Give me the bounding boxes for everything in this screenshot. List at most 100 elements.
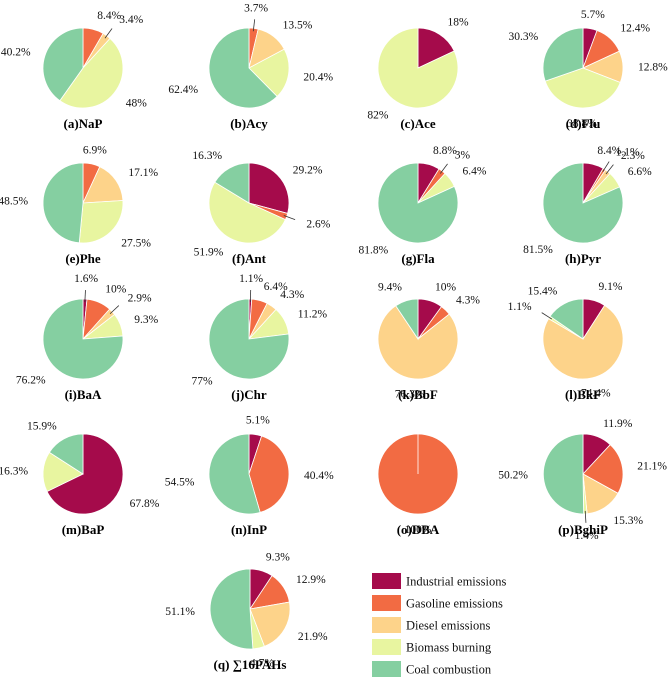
label-i-baa-diesel: 2.9% [128, 292, 152, 304]
label-j-chr-industrial: 1.1% [239, 273, 263, 285]
leader-b-acy-gasoline [252, 19, 256, 32]
slice-a-nap-coal [42, 27, 84, 102]
slice-p-bghip-gasoline [582, 444, 624, 494]
label-b-acy-diesel: 13.5% [283, 19, 313, 31]
caption-a-nap: (a)NaP [64, 116, 103, 131]
pie-c-ace: 18% 82% (c)Ace [367, 17, 469, 131]
label-q-16pahs-biomass: 4.7% [250, 658, 274, 670]
pie-j-chr: 1.1%6.4%4.3% 11.2% 77% (j)Chr [192, 273, 328, 402]
label-e-phe-biomass: 27.5% [121, 238, 151, 250]
slice-c-ace-biomass [377, 27, 459, 109]
leader-h-pyr-gasoline [602, 161, 610, 172]
pie-a-nap: 8.4%3.4% 48% 40.2% (a)NaP [1, 10, 147, 131]
slice-k-bbf-coal [395, 298, 419, 341]
slice-q-16pahs-coal [209, 568, 254, 650]
label-a-nap-gasoline: 8.4% [97, 10, 121, 22]
label-o-dba-gasoline: 100% [405, 524, 432, 536]
slice-j-chr-coal [208, 298, 290, 380]
label-p-bghip-biomass: 1.4% [575, 530, 599, 542]
label-q-16pahs-coal: 51.1% [165, 606, 195, 618]
caption-b-acy: (b)Acy [230, 116, 268, 131]
slice-e-phe-biomass [78, 200, 124, 244]
label-f-ant-gasoline: 2.6% [306, 219, 330, 231]
pie-d-flu: 5.7% 12.4% 12.8% 38.8% 30.3% (d)Flu [508, 9, 668, 131]
pie-b-acy: 3.7% 13.5% 20.4% 62.4% (b)Acy [168, 2, 333, 131]
label-m-bap-coal: 15.9% [27, 421, 57, 433]
caption-g-fla: (g)Fla [401, 251, 435, 266]
label-g-fla-gasoline: 3% [455, 149, 471, 161]
leader-f-ant-gasoline [283, 215, 296, 220]
label-a-nap-diesel: 3.4% [119, 14, 143, 26]
caption-c-ace: (c)Ace [400, 116, 436, 131]
slice-b-acy-biomass [248, 48, 290, 98]
label-g-fla-coal: 81.8% [358, 244, 388, 256]
pie-e-phe: 6.9% 17.1% 27.5% 48.5% (e)Phe [0, 144, 159, 266]
label-f-ant-biomass: 51.9% [194, 247, 224, 259]
label-p-bghip-diesel: 15.3% [613, 515, 643, 527]
pie-h-pyr: 8.4%1.1%2.3% 6.6% 81.5% (h)Pyr [523, 145, 652, 266]
label-n-inp-gasoline: 40.4% [304, 470, 334, 482]
label-i-baa-industrial: 1.6% [74, 273, 98, 285]
label-m-bap-industrial: 67.8% [130, 498, 160, 510]
caption-j-chr: (j)Chr [231, 387, 267, 402]
legend-swatch-coal [372, 661, 401, 677]
pie-k-bbf: 10%4.3% 76.3% 9.4% (k)BbF [377, 281, 480, 402]
label-m-bap-biomass: 16.3% [0, 466, 29, 478]
caption-q-16pahs: (q) ∑16PAHs [214, 657, 287, 672]
legend-label-biomass: Biomass burning [406, 641, 492, 655]
pie-g-fla: 8.8%3% 6.4% 81.8% (g)Fla [358, 145, 486, 266]
label-b-acy-gasoline: 3.7% [244, 2, 268, 14]
label-l-bkf-industrial: 9.1% [599, 281, 623, 293]
label-c-ace-biomass: 82% [367, 109, 389, 121]
caption-f-ant: (f)Ant [232, 251, 267, 266]
label-l-bkf-biomass: 1.1% [508, 301, 532, 313]
slice-l-bkf-coal [549, 298, 584, 340]
label-e-phe-diesel: 17.1% [128, 167, 158, 179]
leader-g-fla-gasoline [439, 163, 448, 174]
legend-label-gasoline: Gasoline emissions [406, 597, 503, 611]
pie-p-bghip: 11.9% 21.1% 15.3% 1.4% 50.2% (p)BghiP [498, 418, 667, 542]
legend-label-industrial: Industrial emissions [406, 575, 506, 589]
caption-k-bbf: (k)BbF [398, 387, 438, 402]
leader-l-bkf-biomass [541, 312, 553, 320]
label-b-acy-coal: 62.4% [168, 84, 198, 96]
caption-m-bap: (m)BaP [62, 522, 105, 537]
pie-l-bkf: 9.1% 74.4% 1.1% 15.4% (l)BkF [508, 281, 624, 402]
slice-c-ace-industrial [417, 27, 455, 69]
pie-f-ant: 29.2% 2.6% 51.9% 16.3% (f)Ant [192, 150, 330, 266]
label-q-16pahs-diesel: 21.9% [298, 631, 328, 643]
label-p-bghip-coal: 50.2% [498, 469, 528, 481]
leader-i-baa-industrial [84, 290, 86, 303]
label-i-baa-coal: 76.2% [16, 374, 46, 386]
label-p-bghip-industrial: 11.9% [603, 418, 633, 430]
caption-d-flu: (d)Flu [566, 116, 601, 131]
label-h-pyr-industrial: 8.4% [597, 145, 621, 157]
pie-i-baa: 1.6% 10%2.9% 9.3% 76.2% (i)BaA [16, 273, 159, 402]
label-f-ant-coal: 16.3% [192, 150, 222, 162]
slice-k-bbf-diesel [377, 305, 459, 380]
label-q-16pahs-industrial: 9.3% [266, 551, 290, 563]
label-n-inp-industrial: 5.1% [246, 415, 270, 427]
label-h-pyr-gasoline: 1.1% [616, 146, 640, 158]
label-q-16pahs-gasoline: 12.9% [296, 574, 326, 586]
label-k-bbf-diesel: 76.3% [395, 388, 425, 400]
legend-swatch-biomass [372, 639, 401, 655]
pie-q-16pahs: 9.3% 12.9% 21.9% 4.7% 51.1% (q) ∑16PAHs [165, 551, 328, 672]
label-e-phe-coal: 48.5% [0, 195, 29, 207]
label-b-acy-biomass: 20.4% [303, 71, 333, 83]
slice-n-inp-gasoline [248, 435, 290, 513]
label-f-ant-industrial: 29.2% [293, 165, 323, 177]
slice-m-bap-industrial [46, 433, 124, 515]
leader-p-bghip-biomass [584, 510, 587, 523]
label-g-fla-industrial: 8.8% [433, 145, 457, 157]
label-d-flu-industrial: 5.7% [581, 9, 605, 21]
label-j-chr-coal: 77% [192, 375, 214, 387]
slice-n-inp-coal [208, 433, 261, 515]
label-j-chr-biomass: 11.2% [298, 309, 328, 321]
caption-h-pyr: (h)Pyr [565, 251, 601, 266]
label-n-inp-coal: 54.5% [165, 477, 195, 489]
legend-swatch-diesel [372, 617, 401, 633]
legend-swatch-gasoline [372, 595, 401, 611]
caption-e-phe: (e)Phe [65, 251, 101, 266]
